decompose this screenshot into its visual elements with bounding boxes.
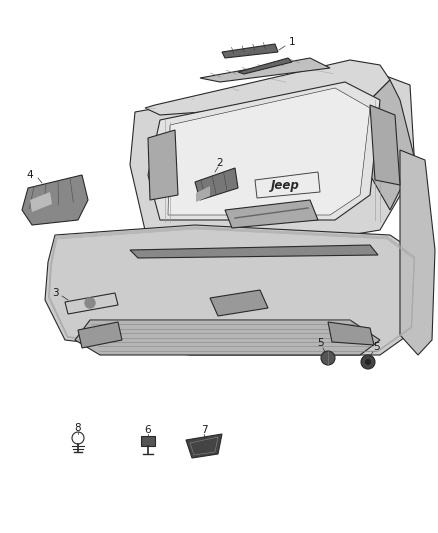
Polygon shape [145, 60, 390, 115]
Text: 5: 5 [317, 338, 323, 348]
Polygon shape [22, 175, 88, 225]
Polygon shape [65, 293, 118, 314]
Polygon shape [30, 192, 52, 212]
Polygon shape [45, 225, 420, 355]
Text: 5: 5 [373, 342, 379, 352]
Text: Jeep: Jeep [271, 179, 300, 191]
Polygon shape [196, 186, 210, 202]
Text: 3: 3 [52, 288, 58, 298]
Polygon shape [222, 44, 278, 58]
Polygon shape [130, 245, 378, 258]
Polygon shape [195, 168, 238, 200]
Text: 6: 6 [145, 425, 151, 435]
Circle shape [321, 351, 335, 365]
Polygon shape [130, 70, 415, 240]
Text: 4: 4 [27, 170, 33, 180]
Text: 1: 1 [289, 37, 295, 47]
Text: 8: 8 [75, 423, 81, 433]
Polygon shape [148, 82, 380, 220]
Polygon shape [78, 322, 122, 348]
Polygon shape [210, 290, 268, 316]
Polygon shape [200, 58, 330, 82]
Polygon shape [238, 58, 292, 74]
Polygon shape [328, 322, 374, 345]
Polygon shape [75, 320, 380, 355]
Text: 7: 7 [201, 425, 207, 435]
Polygon shape [168, 88, 370, 215]
Circle shape [361, 355, 375, 369]
Polygon shape [148, 130, 178, 200]
Bar [141, 436, 155, 446]
Polygon shape [370, 80, 415, 210]
Polygon shape [186, 434, 222, 458]
Circle shape [85, 298, 95, 308]
Polygon shape [225, 200, 318, 228]
Text: 2: 2 [217, 158, 223, 168]
Polygon shape [400, 150, 435, 355]
Polygon shape [370, 105, 400, 185]
Circle shape [365, 359, 371, 365]
